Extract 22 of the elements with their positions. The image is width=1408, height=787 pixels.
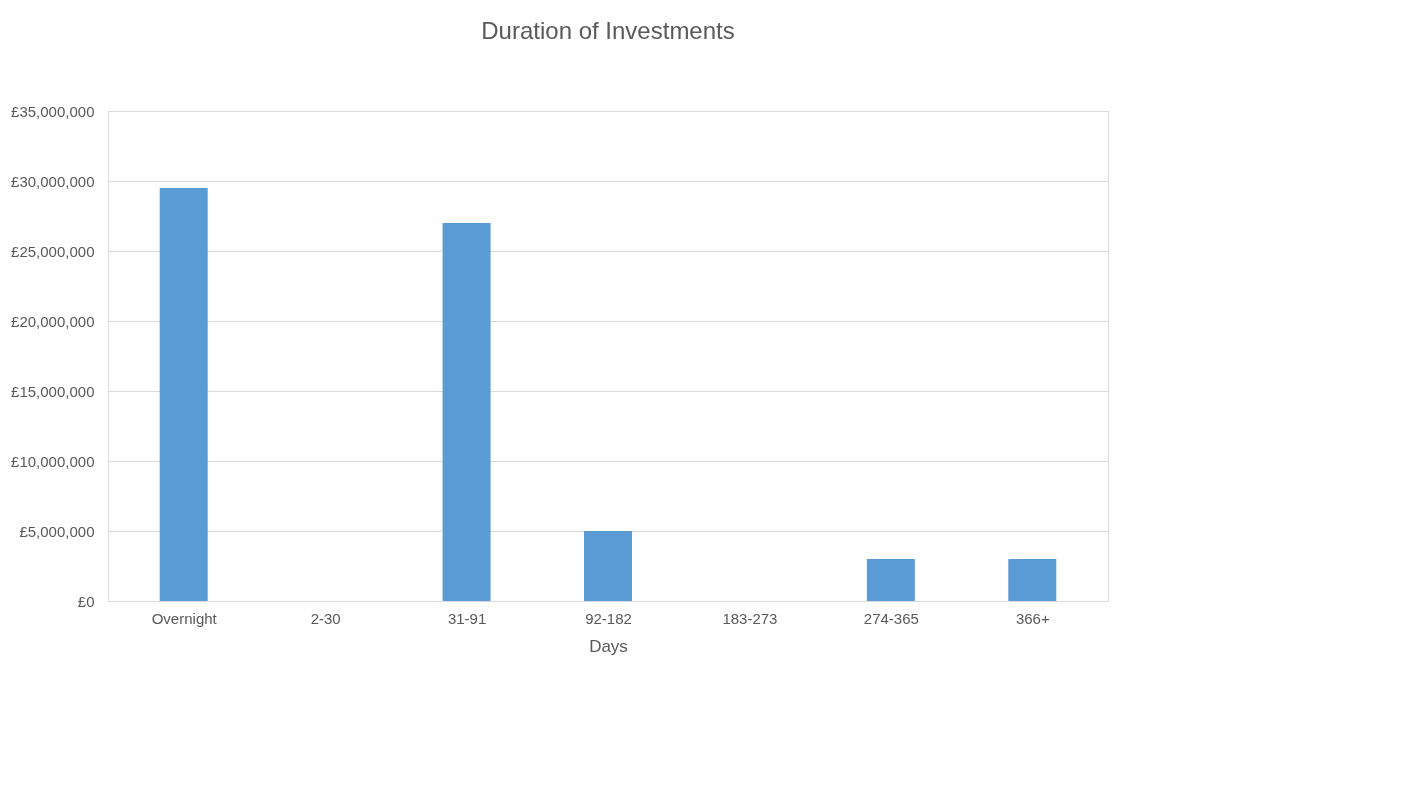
bar <box>584 531 632 601</box>
x-tick-label: 366+ <box>1015 609 1050 627</box>
x-axis-title: Days <box>589 636 628 656</box>
y-tick-label: £30,000,000 <box>11 172 95 190</box>
y-tick-label: £25,000,000 <box>11 242 95 260</box>
x-tick-label: 92-182 <box>585 609 632 627</box>
y-tick-label: £20,000,000 <box>11 312 95 330</box>
y-tick-label: £5,000,000 <box>19 522 95 540</box>
y-tick-label: £0 <box>77 592 95 610</box>
bar <box>866 559 915 601</box>
y-tick-label: £35,000,000 <box>11 102 95 120</box>
chart-title: Duration of Investments <box>481 17 735 44</box>
bar <box>159 188 208 601</box>
bar <box>442 223 491 601</box>
y-tick-label: £10,000,000 <box>11 452 95 470</box>
y-tick-label: £15,000,000 <box>11 382 95 400</box>
x-tick-label: 2-30 <box>310 609 341 627</box>
bar <box>1008 559 1057 601</box>
x-tick-label: 183-273 <box>722 609 778 627</box>
x-tick-label: Overnight <box>151 609 218 627</box>
x-tick-label: 274-365 <box>863 609 919 627</box>
x-tick-label: 31-91 <box>447 609 487 627</box>
